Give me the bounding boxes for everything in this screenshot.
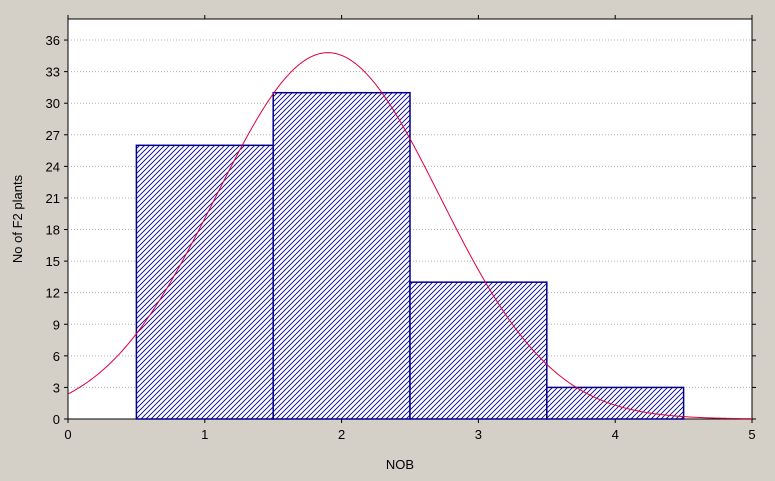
y-tick-label: 24 <box>46 159 60 174</box>
x-tick-label: 1 <box>201 427 208 442</box>
y-tick-label: 33 <box>46 65 60 80</box>
y-tick-label: 0 <box>53 412 60 427</box>
bar-4 <box>546 386 685 420</box>
y-tick-label: 30 <box>46 96 60 111</box>
y-tick-label: 18 <box>46 223 60 238</box>
x-tick-label: 3 <box>475 427 482 442</box>
y-axis-title: No of F2 plants <box>10 174 25 263</box>
y-tick-label: 3 <box>53 380 60 395</box>
y-tick-label: 9 <box>53 317 60 332</box>
normal-fit-curve <box>67 52 753 420</box>
y-tick-label: 36 <box>46 33 60 48</box>
fit-curve <box>67 52 753 420</box>
bars <box>135 91 685 420</box>
x-tick-label: 5 <box>748 427 755 442</box>
y-tick-label: 12 <box>46 286 60 301</box>
x-tick-label: 0 <box>64 427 71 442</box>
x-tick-label: 4 <box>612 427 619 442</box>
x-tick-label: 2 <box>338 427 345 442</box>
y-tick-label: 21 <box>46 191 60 206</box>
y-tick-label: 27 <box>46 128 60 143</box>
y-tick-label: 6 <box>53 349 60 364</box>
y-tick-label: 15 <box>46 254 60 269</box>
bar-3 <box>409 281 548 420</box>
bar-2 <box>272 91 411 420</box>
bar-1 <box>135 144 274 420</box>
x-axis-title: NOB <box>386 457 414 472</box>
